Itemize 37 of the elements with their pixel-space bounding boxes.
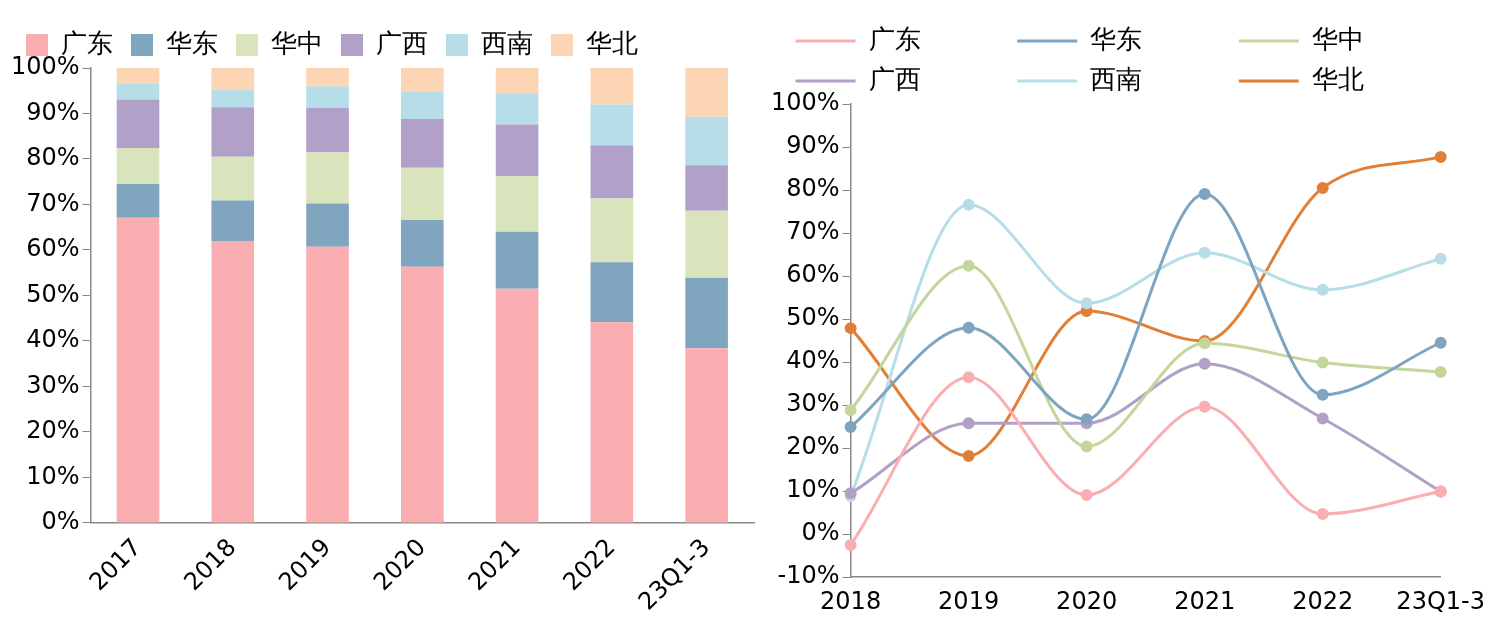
x-tick-label: 2020 bbox=[1056, 586, 1118, 615]
y-tick-label: 90% bbox=[26, 97, 80, 126]
legend-label: 广西 bbox=[868, 63, 1004, 94]
y-tick-label: 10% bbox=[786, 475, 840, 504]
legend-label: 西南 bbox=[1090, 63, 1225, 94]
y-tick-label: 20% bbox=[786, 432, 840, 461]
y-tick-label: 10% bbox=[26, 461, 80, 490]
x-tick-label: 2021 bbox=[1174, 586, 1236, 615]
y-tick-label: 80% bbox=[786, 174, 840, 203]
y-tick-label: 40% bbox=[786, 346, 840, 375]
y-tick-label: 60% bbox=[786, 260, 840, 289]
legend-label: 华中 bbox=[1311, 23, 1447, 54]
y-tick-label: 80% bbox=[26, 143, 80, 172]
legend-label: 西南 bbox=[481, 27, 533, 58]
x-tick-label: 23Q1-3 bbox=[1396, 586, 1486, 615]
y-tick-label: 30% bbox=[26, 370, 80, 399]
legend-label: 华东 bbox=[1090, 23, 1225, 54]
y-tick-label: 60% bbox=[26, 234, 80, 263]
y-tick-label: 40% bbox=[26, 325, 80, 354]
y-tick-label: 90% bbox=[786, 131, 840, 160]
y-tick-label: 100% bbox=[770, 88, 840, 117]
y-tick-label: 70% bbox=[786, 217, 840, 246]
legend-label: 华中 bbox=[271, 27, 323, 58]
legend-label: 华北 bbox=[586, 27, 638, 58]
y-tick-label: 50% bbox=[26, 279, 80, 308]
x-tick-label: 2022 bbox=[1292, 586, 1354, 615]
y-tick-label: 0% bbox=[41, 507, 80, 536]
legend-label: 华东 bbox=[166, 27, 218, 58]
y-tick-label: 30% bbox=[786, 389, 840, 418]
legend-label: 华北 bbox=[1311, 63, 1447, 94]
y-tick-label: 70% bbox=[26, 188, 80, 217]
y-tick-label: 0% bbox=[801, 518, 840, 547]
y-tick-label: 20% bbox=[26, 416, 80, 445]
legend-label: 广东 bbox=[868, 23, 1004, 54]
x-tick-label: 2019 bbox=[938, 586, 1000, 615]
legend-label: 广西 bbox=[376, 27, 428, 58]
y-tick-label: 50% bbox=[786, 303, 840, 332]
